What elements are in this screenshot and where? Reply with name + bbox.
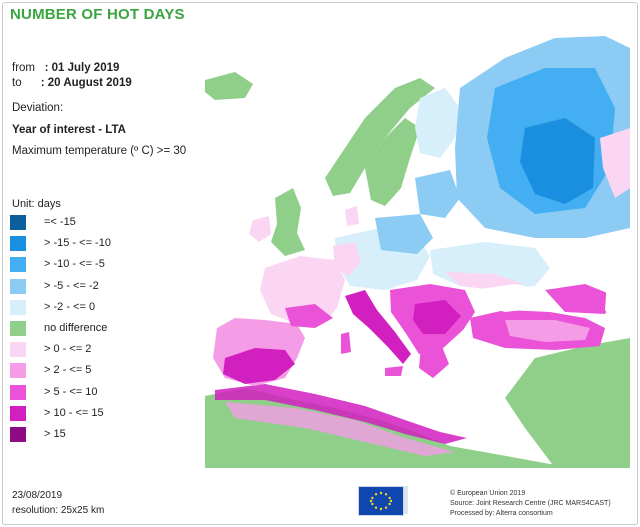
norway <box>325 78 435 196</box>
sicily <box>385 366 403 376</box>
france-south <box>285 304 333 328</box>
turkey-pink <box>505 320 590 342</box>
legend-swatch <box>10 320 26 336</box>
poland <box>375 214 433 254</box>
credit-processed: Processed by: Alterra consortium <box>450 510 553 517</box>
legend-label: =< -15 <box>44 216 76 228</box>
caucasus <box>545 284 615 314</box>
eu-stars-icon <box>369 491 393 511</box>
africa-coast-hot <box>215 384 467 444</box>
ukraine-pink <box>445 272 523 290</box>
legend-swatch <box>10 278 26 294</box>
legend-swatch <box>10 405 26 421</box>
legend-swatch <box>10 426 26 442</box>
europe-map <box>205 28 630 468</box>
legend-label: > 2 - <= 5 <box>44 364 92 377</box>
period-to: to : 20 August 2019 <box>12 77 132 89</box>
legend-label: > 10 - <= 15 <box>44 406 104 419</box>
sardinia <box>341 332 351 354</box>
legend-label: > -10 - <= -5 <box>44 258 105 271</box>
iberia-hot <box>223 348 295 384</box>
comparison-label: Year of interest - LTA <box>12 124 126 136</box>
credit-source: Source: Joint Research Centre (JRC MARS4… <box>450 500 611 507</box>
caspian-sea <box>603 254 623 324</box>
legend-swatch <box>10 257 26 273</box>
legend-label: > -2 - <= 0 <box>44 300 96 313</box>
legend-label: > -5 - <= -2 <box>44 279 99 292</box>
italy <box>345 290 411 364</box>
map-title: NUMBER OF HOT DAYS <box>10 6 185 23</box>
middle-east <box>505 338 630 468</box>
baltics <box>415 170 460 218</box>
legend-swatch <box>10 363 26 379</box>
to-value: : 20 August 2019 <box>40 77 132 89</box>
credit-copyright: © European Union 2019 <box>450 490 526 497</box>
legend-label: > 0 - <= 2 <box>44 343 92 356</box>
finland <box>415 88 460 158</box>
sweden <box>365 118 420 206</box>
legend-label: > -15 - <= -10 <box>44 237 111 250</box>
legend-swatch <box>10 236 26 252</box>
legend-label: no difference <box>44 321 108 334</box>
legend-label: > 15 <box>44 427 66 440</box>
germany-pink <box>333 242 361 276</box>
deviation-label: Deviation: <box>12 102 64 114</box>
eu-flag-logo <box>358 486 404 516</box>
europe-map-svg <box>205 36 630 468</box>
iceland <box>205 72 253 100</box>
from-value: : 01 July 2019 <box>44 62 120 74</box>
logo-bars <box>404 486 408 514</box>
map-date: 23/08/2019 <box>12 490 63 501</box>
legend-swatch <box>10 299 26 315</box>
period-from: from : 01 July 2019 <box>12 62 119 74</box>
russia-cold <box>520 118 595 204</box>
legend-swatch <box>10 215 26 230</box>
russia-south-pink <box>600 128 630 198</box>
legend-label: > 5 - <= 10 <box>44 385 98 398</box>
criterion-label: Maximum temperature (º C) >= 30 <box>12 145 187 157</box>
from-label: from <box>12 62 35 74</box>
legend-swatch <box>10 384 26 400</box>
great-britain <box>271 188 305 256</box>
map-resolution: resolution: 25x25 km <box>12 505 105 516</box>
balkans-hot <box>413 300 461 334</box>
denmark <box>345 206 359 226</box>
ireland <box>249 216 271 242</box>
africa-coast-pink <box>225 402 455 456</box>
legend-unit: Unit: days <box>12 198 61 210</box>
to-label: to <box>12 77 22 89</box>
legend-swatch <box>10 342 26 358</box>
greece <box>419 344 449 378</box>
black-sea <box>473 284 545 312</box>
france <box>260 256 345 324</box>
